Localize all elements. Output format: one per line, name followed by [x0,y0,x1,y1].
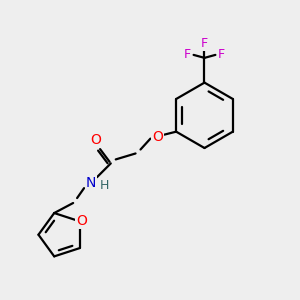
Text: O: O [152,130,163,144]
Text: N: N [86,176,96,190]
Text: F: F [184,48,191,62]
Text: O: O [76,214,87,228]
Text: F: F [201,38,208,50]
Text: O: O [91,133,101,147]
Text: H: H [100,179,110,192]
Text: F: F [218,48,225,62]
